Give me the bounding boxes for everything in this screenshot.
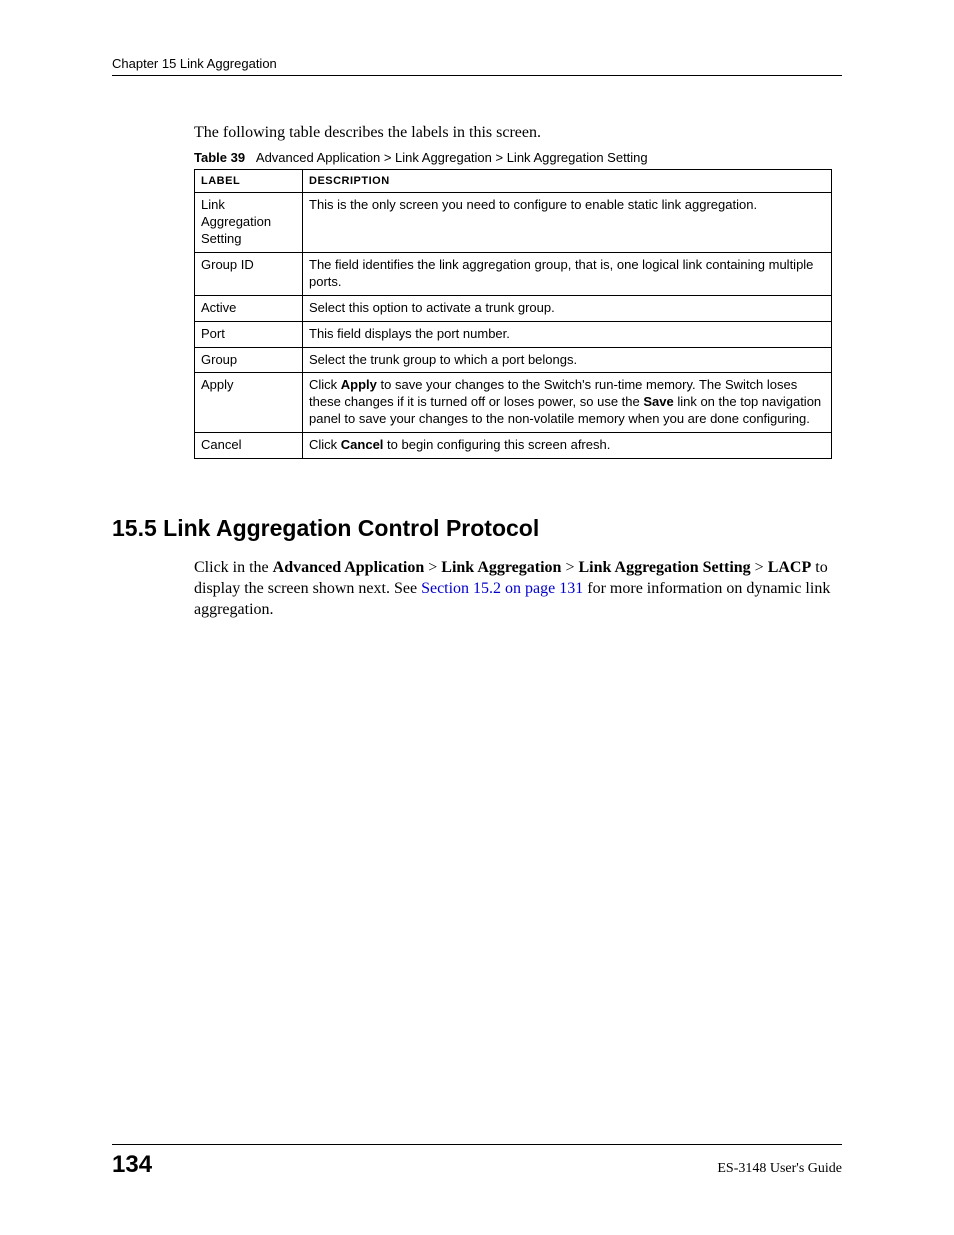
section-paragraph: Click in the Advanced Application > Link…	[194, 558, 842, 620]
cell-description: Select this option to activate a trunk g…	[303, 295, 832, 321]
table-row: Group ID The field identifies the link a…	[195, 252, 832, 295]
cell-label: Group ID	[195, 252, 303, 295]
cell-description: The field identifies the link aggregatio…	[303, 252, 832, 295]
table-row: Port This field displays the port number…	[195, 321, 832, 347]
cell-label: Active	[195, 295, 303, 321]
table-header-row: LABEL DESCRIPTION	[195, 170, 832, 193]
section-heading: 15.5 Link Aggregation Control Protocol	[112, 515, 842, 542]
cell-description: Click Apply to save your changes to the …	[303, 373, 832, 433]
table-row: Link Aggregation Setting This is the onl…	[195, 193, 832, 253]
page-header: Chapter 15 Link Aggregation	[112, 56, 842, 76]
header-divider	[112, 75, 842, 76]
cell-label: Port	[195, 321, 303, 347]
intro-paragraph: The following table describes the labels…	[194, 124, 842, 142]
footer-divider	[112, 1144, 842, 1145]
table-caption-title: Advanced Application > Link Aggregation …	[256, 150, 648, 165]
table-caption: Table 39 Advanced Application > Link Agg…	[194, 150, 842, 165]
page-footer: 134 ES-3148 User's Guide	[112, 1144, 842, 1179]
cell-label: Group	[195, 347, 303, 373]
label-description-table: LABEL DESCRIPTION Link Aggregation Setti…	[194, 169, 832, 459]
cell-label: Cancel	[195, 433, 303, 459]
col-header-description: DESCRIPTION	[303, 170, 832, 193]
table-row: Active Select this option to activate a …	[195, 295, 832, 321]
guide-name: ES-3148 User's Guide	[717, 1161, 842, 1177]
cell-label: Link Aggregation Setting	[195, 193, 303, 253]
chapter-title: Chapter 15 Link Aggregation	[112, 56, 842, 71]
table-row: Cancel Click Cancel to begin configuring…	[195, 433, 832, 459]
cell-label: Apply	[195, 373, 303, 433]
page-number: 134	[112, 1151, 152, 1179]
table-row: Group Select the trunk group to which a …	[195, 347, 832, 373]
cell-description: This field displays the port number.	[303, 321, 832, 347]
table-row: Apply Click Apply to save your changes t…	[195, 373, 832, 433]
cell-description: Click Cancel to begin configuring this s…	[303, 433, 832, 459]
table-number: Table 39	[194, 150, 245, 165]
cell-description: Select the trunk group to which a port b…	[303, 347, 832, 373]
cell-description: This is the only screen you need to conf…	[303, 193, 832, 253]
cross-reference-link[interactable]: Section 15.2 on page 131	[421, 580, 583, 597]
col-header-label: LABEL	[195, 170, 303, 193]
